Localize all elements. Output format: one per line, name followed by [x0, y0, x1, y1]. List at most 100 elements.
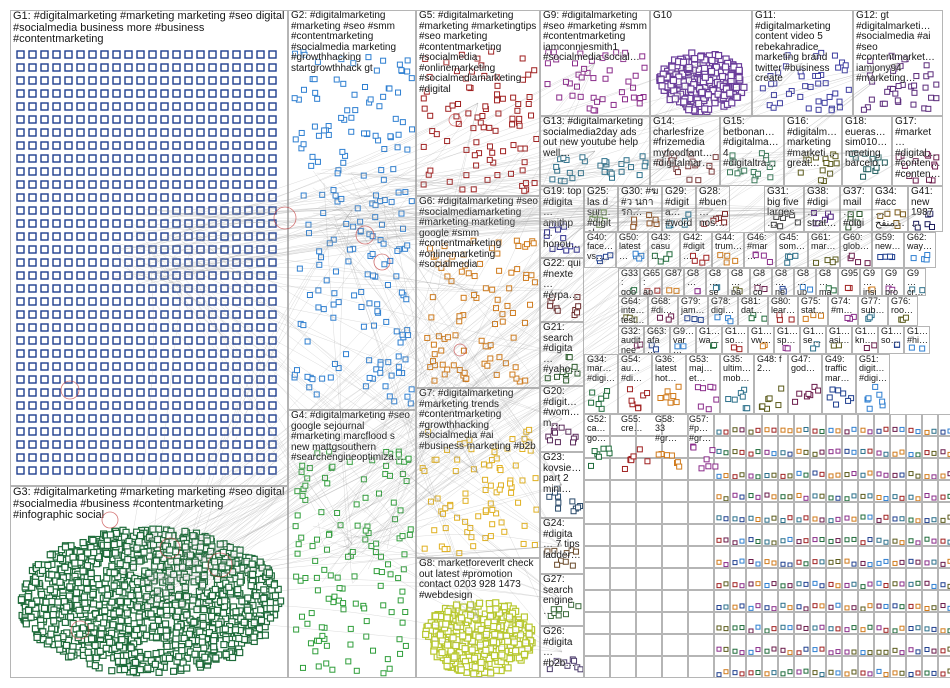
node — [494, 97, 501, 104]
node — [196, 362, 205, 371]
tiny-group — [906, 502, 922, 524]
node — [724, 252, 731, 259]
node — [124, 232, 133, 241]
node-cluster — [908, 538, 921, 545]
node — [160, 245, 169, 254]
node — [377, 369, 384, 376]
node — [732, 625, 738, 631]
small-group: G47: god… — [788, 354, 822, 414]
node — [830, 342, 837, 349]
node — [298, 469, 305, 476]
tiny-group — [826, 414, 842, 436]
node-cluster — [690, 443, 719, 472]
node — [589, 389, 596, 396]
node — [16, 310, 25, 319]
node — [457, 614, 466, 622]
node-cluster — [544, 547, 579, 569]
node — [883, 583, 889, 589]
node-cluster — [860, 470, 873, 478]
node — [256, 362, 265, 371]
node — [198, 638, 206, 646]
node — [136, 297, 145, 306]
node — [748, 559, 754, 565]
group-label: G16: #digitalm… marketing #marketi… grea… — [787, 116, 838, 169]
node — [219, 548, 227, 556]
node-cluster — [732, 603, 745, 610]
tiny-group — [890, 458, 906, 480]
tiny-group — [810, 612, 826, 634]
node — [434, 495, 441, 502]
node — [313, 574, 320, 581]
node — [639, 153, 646, 160]
tiny-group — [794, 524, 810, 546]
node — [767, 73, 774, 80]
node — [520, 650, 529, 659]
group-label: G76: roo… — [891, 296, 914, 316]
group-label: G36: latest hot… — [655, 354, 677, 383]
node — [136, 388, 145, 397]
node — [928, 223, 935, 230]
node — [196, 102, 205, 111]
node — [16, 414, 25, 423]
node — [947, 539, 950, 545]
node — [220, 102, 229, 111]
node-cluster — [876, 494, 889, 501]
group-label: G2: #digitalmarketing #marketing #seo #s… — [291, 10, 397, 74]
node — [52, 50, 61, 59]
node — [732, 449, 738, 455]
node — [175, 653, 183, 661]
node — [236, 578, 244, 586]
node — [735, 74, 743, 82]
node — [924, 429, 930, 435]
node — [110, 582, 118, 590]
tiny-group — [890, 436, 906, 458]
node — [908, 452, 914, 457]
node — [901, 162, 908, 169]
node — [199, 621, 207, 629]
node — [184, 297, 193, 306]
node — [184, 89, 193, 98]
node — [340, 159, 347, 166]
node — [654, 287, 661, 294]
node — [207, 547, 215, 556]
small-group: G8… ma… — [816, 268, 838, 296]
node — [124, 427, 133, 436]
node — [28, 50, 37, 59]
node — [16, 427, 25, 436]
node — [16, 258, 25, 267]
node — [124, 154, 133, 163]
node — [829, 259, 836, 266]
node — [723, 259, 730, 266]
node — [38, 590, 46, 599]
tiny-group — [778, 524, 794, 546]
node — [52, 63, 61, 72]
node — [124, 180, 133, 189]
node — [780, 561, 786, 567]
node — [403, 296, 410, 303]
node — [399, 119, 406, 126]
node — [299, 664, 306, 671]
node — [812, 516, 818, 522]
node — [931, 583, 937, 589]
node — [732, 492, 738, 498]
node — [831, 52, 838, 59]
node — [556, 243, 563, 250]
node — [395, 189, 402, 196]
node — [123, 598, 132, 606]
node — [544, 375, 551, 382]
node — [892, 516, 898, 522]
node — [899, 472, 905, 478]
node — [373, 568, 380, 575]
node — [913, 73, 920, 80]
node — [860, 472, 866, 478]
node — [402, 356, 409, 363]
node — [427, 167, 434, 174]
node — [160, 89, 169, 98]
small-group: G32: audit nee… — [618, 326, 644, 354]
node — [396, 636, 403, 643]
node — [52, 271, 61, 280]
node — [220, 401, 229, 410]
node — [376, 103, 383, 110]
node — [153, 535, 162, 544]
node — [208, 154, 217, 163]
